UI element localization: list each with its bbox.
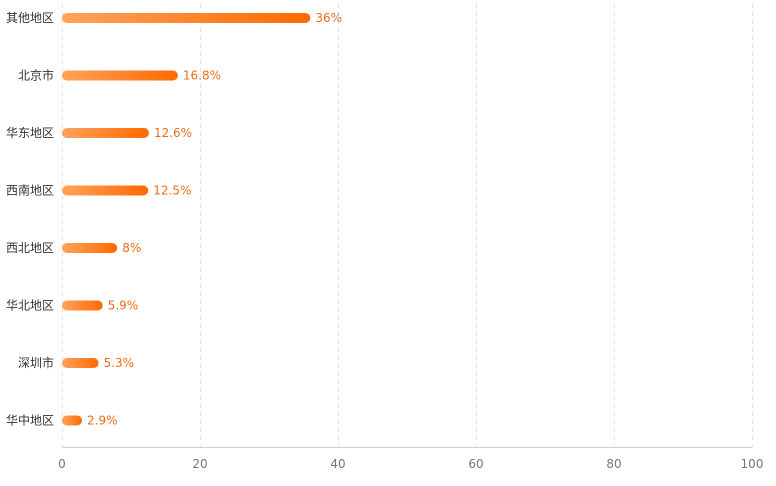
value-label: 5.9% <box>108 299 138 313</box>
value-label: 2.9% <box>87 414 118 428</box>
x-tick-label: 80 <box>606 457 621 471</box>
category-label: 华北地区 <box>6 299 54 313</box>
bar <box>62 70 178 81</box>
grid <box>62 4 753 447</box>
category-label: 其他地区 <box>6 11 54 25</box>
bar <box>62 185 149 196</box>
value-label: 8% <box>122 241 141 255</box>
labels: 其他地区 36% 北京市 16.8% 华东地区 12.6% 西南地区 12.5% 西北地区 8% 华… <box>6 11 342 428</box>
bar <box>62 300 103 311</box>
value-label: 16.8% <box>183 69 221 83</box>
bar <box>62 415 83 426</box>
bar <box>62 13 311 23</box>
category-label: 西北地区 <box>6 241 54 255</box>
x-tick-label: 60 <box>468 457 483 471</box>
x-tick-label: 100 <box>741 457 764 471</box>
x-tick-label: 20 <box>192 457 207 471</box>
value-label: 5.3% <box>104 356 135 370</box>
bar <box>62 358 99 368</box>
bar <box>62 243 118 253</box>
bar <box>62 128 149 138</box>
x-axis: 0 20 40 60 80 100 <box>58 447 764 471</box>
bars <box>62 13 311 426</box>
x-tick-label: 40 <box>330 457 345 471</box>
value-label: 36% <box>315 11 342 25</box>
category-label: 深圳市 <box>18 355 54 370</box>
value-label: 12.5% <box>153 184 191 198</box>
category-label: 华东地区 <box>6 126 54 140</box>
category-label: 北京市 <box>18 68 54 83</box>
category-label: 华中地区 <box>6 413 54 428</box>
category-label: 西南地区 <box>6 183 54 198</box>
value-label: 12.6% <box>154 126 192 140</box>
x-tick-label: 0 <box>58 457 66 471</box>
